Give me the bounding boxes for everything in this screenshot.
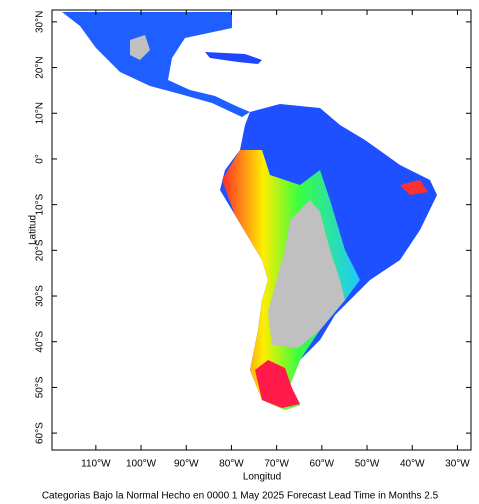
coast-red (400, 180, 428, 195)
y-tick-label: 60°S (35, 422, 46, 444)
mexico-gray (130, 35, 150, 60)
map-title: Categorias Bajo la Normal Hecho en 0000 … (42, 491, 439, 502)
x-tick-label: 100°W (126, 459, 157, 470)
y-tick-label: 50°S (35, 376, 46, 398)
x-tick-label: 30°W (445, 459, 470, 470)
x-tick-label: 90°W (174, 459, 199, 470)
land-colors (62, 12, 437, 410)
map-frame (51, 9, 472, 451)
y-tick-label: 30°N (35, 11, 46, 33)
y-tick-label: 0° (35, 154, 46, 164)
x-tick-label: 50°W (355, 459, 380, 470)
caribbean-islands (205, 52, 262, 64)
x-tick-label: 40°W (400, 459, 425, 470)
x-axis-label: Longitud (243, 472, 281, 483)
y-tick-label: 20°N (35, 56, 46, 78)
y-tick-label: 20°S (35, 239, 46, 261)
x-tick-label: 80°W (219, 459, 244, 470)
y-tick-label: 10°N (35, 102, 46, 124)
y-axis-label: Latitud (28, 215, 39, 245)
central-america-field (62, 12, 250, 117)
patagonia-red (255, 360, 300, 408)
y-tick-label: 30°S (35, 285, 46, 307)
x-tick-label: 70°W (264, 459, 289, 470)
x-tick-label: 60°W (310, 459, 335, 470)
x-tick-label: 110°W (81, 459, 111, 470)
y-tick-label: 10°S (35, 193, 46, 215)
y-tick-label: 40°S (35, 330, 46, 352)
southern-gray (268, 200, 345, 348)
